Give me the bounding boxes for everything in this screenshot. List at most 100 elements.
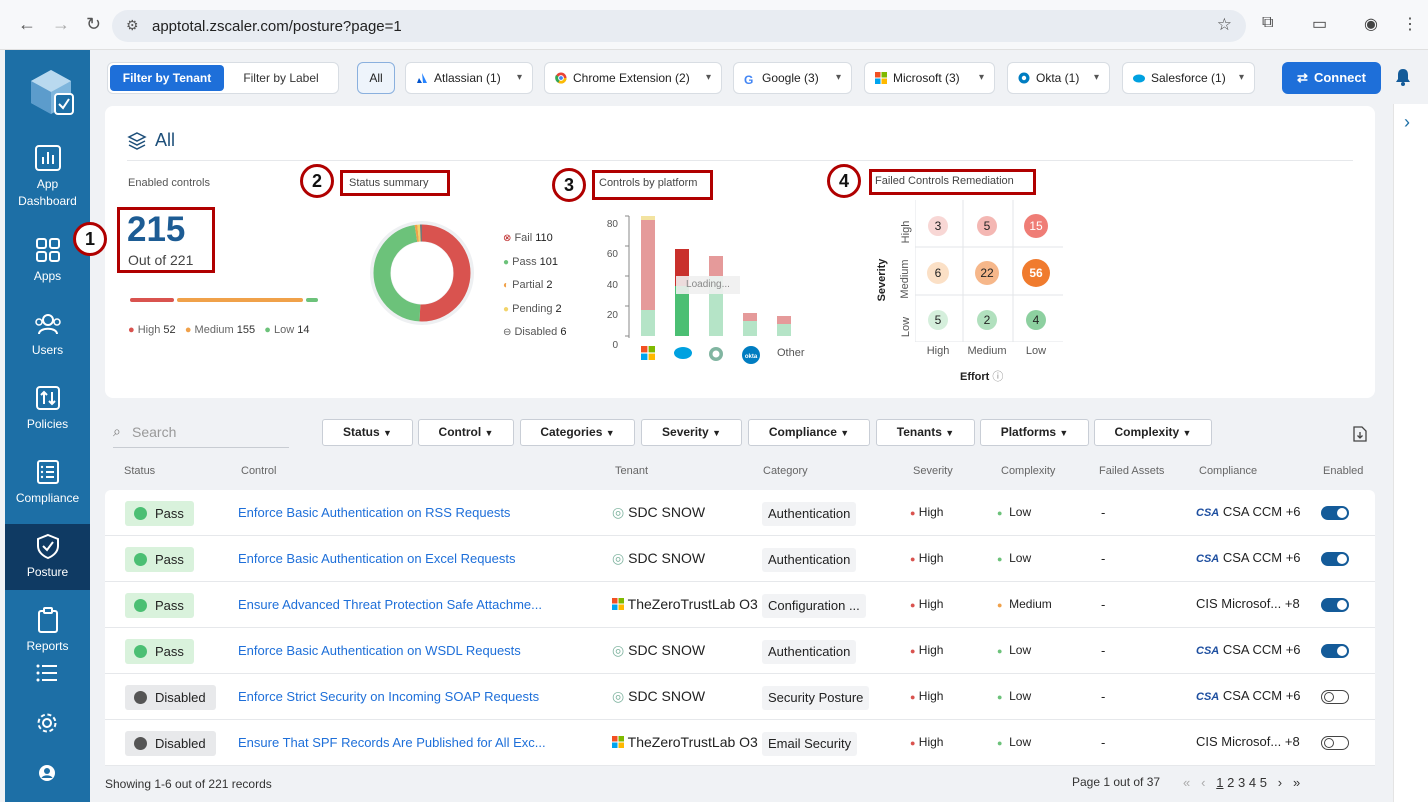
sidebar-item-apps[interactable]: Apps	[5, 236, 90, 285]
col-header-failed-assets[interactable]: Failed Assets	[1099, 465, 1165, 477]
forward-icon[interactable]: →	[52, 14, 70, 34]
enabled-toggle[interactable]	[1321, 690, 1349, 704]
enabled-toggle[interactable]	[1321, 506, 1349, 520]
caret-down-icon: ▼	[383, 428, 392, 438]
table-row[interactable]: Pass Enforce Basic Authentication on RSS…	[105, 490, 1375, 536]
check-circle-icon	[134, 553, 147, 566]
table-row[interactable]: Pass Enforce Basic Authentication on WSD…	[105, 628, 1375, 674]
chip-atlassian[interactable]: Atlassian (1) ▾	[405, 62, 533, 94]
status-badge: Pass	[125, 593, 194, 618]
servicenow-icon	[709, 347, 723, 361]
control-link[interactable]: Enforce Basic Authentication on Excel Re…	[238, 551, 516, 566]
first-page-icon[interactable]: «	[1183, 775, 1191, 790]
annotation-number: 4	[827, 164, 861, 198]
compliance-cell[interactable]: CIS Microsof... +8	[1196, 734, 1300, 749]
enabled-toggle[interactable]	[1321, 552, 1349, 566]
prev-page-icon[interactable]: ‹	[1201, 775, 1206, 790]
compliance-cell[interactable]: CSA CSA CCM +6	[1196, 642, 1301, 657]
filter-by-tenant-button[interactable]: Filter by Tenant	[110, 65, 224, 91]
compliance-cell[interactable]: CSA CSA CCM +6	[1196, 688, 1301, 703]
export-icon[interactable]	[1353, 426, 1367, 442]
compliance-cell[interactable]: CSA CSA CCM +6	[1196, 550, 1301, 565]
category-tag: Authentication	[762, 548, 857, 572]
severity-text: High	[918, 597, 944, 611]
filter-complexity[interactable]: Complexity ▼	[1094, 419, 1212, 446]
filter-tenants[interactable]: Tenants ▼	[876, 419, 975, 446]
extensions-icon[interactable]: ⧉	[1262, 14, 1274, 31]
enabled-toggle[interactable]	[1321, 644, 1349, 658]
page-link[interactable]: 1	[1216, 775, 1224, 790]
sidebar-item-policies[interactable]: Policies	[5, 384, 90, 433]
bell-icon[interactable]	[1394, 68, 1412, 86]
connect-button[interactable]: ⇄ Connect	[1282, 62, 1381, 94]
enabled-toggle[interactable]	[1321, 736, 1349, 750]
table-row[interactable]: Disabled Ensure That SPF Records Are Pub…	[105, 720, 1375, 766]
sidebar-item-compliance[interactable]: Compliance	[5, 458, 90, 507]
col-header-compliance[interactable]: Compliance	[1199, 465, 1258, 477]
page-link[interactable]: 2	[1227, 775, 1235, 790]
last-page-icon[interactable]: »	[1292, 775, 1301, 790]
app-logo[interactable]	[27, 68, 75, 116]
control-link[interactable]: Enforce Basic Authentication on WSDL Req…	[238, 643, 521, 658]
filter-platforms[interactable]: Platforms ▼	[980, 419, 1089, 446]
filter-status[interactable]: Status ▼	[322, 419, 413, 446]
compliance-cell[interactable]: CIS Microsof... +8	[1196, 596, 1300, 611]
col-header-severity[interactable]: Severity	[913, 465, 953, 477]
enabled-toggle[interactable]	[1321, 598, 1349, 612]
bookmark-star-icon[interactable]: ☆	[1216, 15, 1232, 34]
col-header-enabled[interactable]: Enabled	[1323, 465, 1364, 477]
salesforce-icon	[1133, 74, 1145, 83]
chip-microsoft[interactable]: Microsoft (3) ▾	[864, 62, 995, 94]
table-row[interactable]: Disabled Enforce Strict Security on Inco…	[105, 674, 1375, 720]
compliance-cell[interactable]: CSA CSA CCM +6	[1196, 504, 1301, 519]
filter-categories[interactable]: Categories ▼	[520, 419, 635, 446]
sidebar-item-app-dashboard[interactable]: App Dashboard	[5, 144, 90, 214]
search-field[interactable]: ⌕ Search	[113, 418, 289, 448]
col-header-category[interactable]: Category	[763, 465, 808, 477]
account-icon[interactable]	[38, 764, 56, 782]
dot-icon: ●	[910, 738, 916, 748]
next-page-icon[interactable]: ›	[1277, 775, 1283, 790]
control-link[interactable]: Enforce Basic Authentication on RSS Requ…	[238, 505, 511, 520]
page-link[interactable]: 5	[1259, 775, 1267, 790]
table-row[interactable]: Pass Enforce Basic Authentication on Exc…	[105, 536, 1375, 582]
back-icon[interactable]: ←	[18, 14, 36, 34]
tab-search-icon[interactable]: ▭	[1312, 16, 1328, 33]
profile-icon[interactable]: ◉	[1364, 16, 1378, 33]
filter-by-label-button[interactable]: Filter by Label	[243, 71, 319, 85]
table-row[interactable]: Pass Ensure Advanced Threat Protection S…	[105, 582, 1375, 628]
menu-icon[interactable]: ⋮	[1402, 16, 1418, 33]
sidebar-item-users[interactable]: Users	[5, 310, 90, 359]
legend-label: Disabled	[514, 326, 558, 338]
filter-severity[interactable]: Severity ▼	[641, 419, 742, 446]
filter-control[interactable]: Control ▼	[418, 419, 514, 446]
info-icon[interactable]: ⓘ	[992, 371, 1004, 383]
chevron-right-icon[interactable]: ›	[1404, 112, 1410, 132]
chip-salesforce[interactable]: Salesforce (1) ▾	[1122, 62, 1255, 94]
gear-icon[interactable]	[36, 712, 58, 734]
col-header-complexity[interactable]: Complexity	[1001, 465, 1056, 477]
control-link[interactable]: Enforce Strict Security on Incoming SOAP…	[238, 689, 540, 704]
chip-okta[interactable]: Okta (1) ▾	[1007, 62, 1110, 94]
site-settings-icon[interactable]: ⚙	[126, 17, 139, 33]
col-header-tenant[interactable]: Tenant	[615, 465, 649, 477]
chip-google[interactable]: G Google (3) ▾	[733, 62, 852, 94]
filter-compliance[interactable]: Compliance ▼	[748, 419, 870, 446]
reload-icon[interactable]: ↻	[86, 14, 102, 34]
control-link[interactable]: Ensure That SPF Records Are Published fo…	[238, 735, 546, 750]
chip-chrome-extension[interactable]: Chrome Extension (2) ▾	[544, 62, 722, 94]
page-link[interactable]: 3	[1237, 775, 1246, 790]
legend-value: 101	[539, 255, 558, 268]
address-bar[interactable]: ⚙ apptotal.zscaler.com/posture?page=1 ☆	[112, 10, 1246, 42]
sidebar-item-posture[interactable]: Posture	[5, 524, 90, 590]
url-text[interactable]: apptotal.zscaler.com/posture?page=1	[152, 18, 402, 35]
col-header-control[interactable]: Control	[241, 465, 277, 477]
search-input[interactable]: Search	[132, 424, 177, 440]
csa-logo-icon: CSA	[1196, 507, 1220, 519]
list-icon[interactable]	[36, 663, 58, 683]
col-header-status[interactable]: Status	[124, 465, 156, 477]
chip-all[interactable]: All	[357, 62, 395, 94]
sidebar-item-reports[interactable]: Reports	[5, 606, 90, 655]
page-link[interactable]: 4	[1248, 775, 1257, 790]
control-link[interactable]: Ensure Advanced Threat Protection Safe A…	[238, 597, 542, 612]
